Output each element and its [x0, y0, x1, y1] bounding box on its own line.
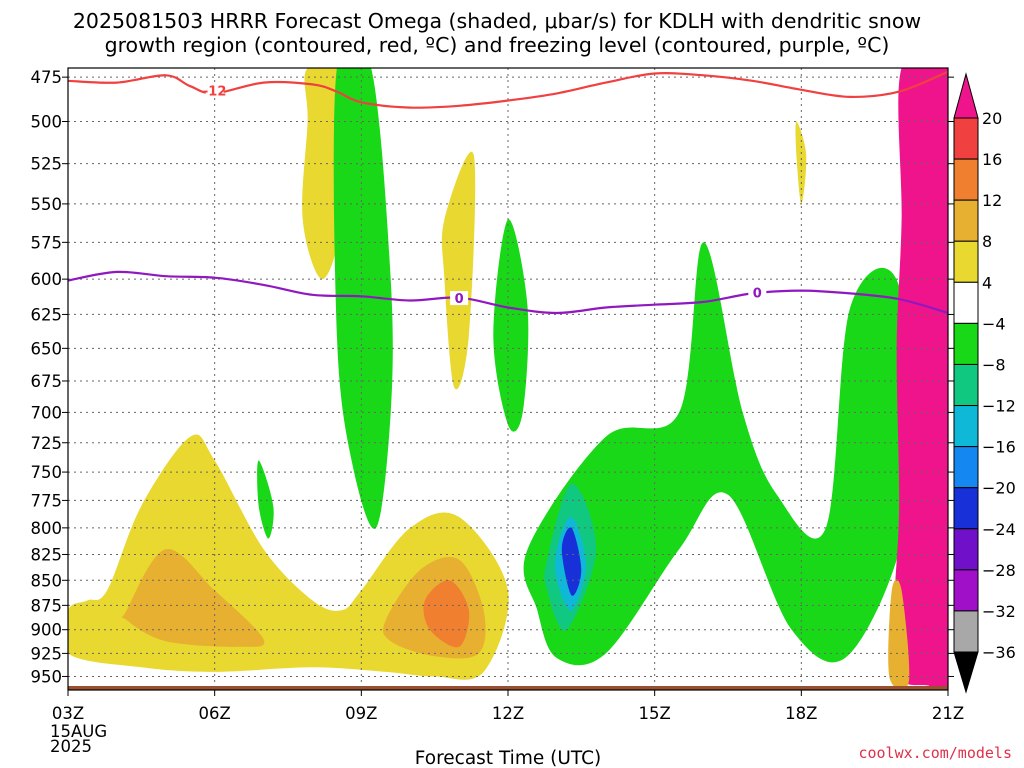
colorbar-label: −24: [982, 520, 1016, 539]
y-tick-label: 650: [31, 339, 63, 358]
colorbar-bin: [953, 610, 979, 653]
colorbar-bin: [953, 446, 979, 489]
y-tick-label: 600: [31, 270, 63, 289]
colorbar-label: −8: [982, 355, 1006, 374]
contour-label-bg: [450, 291, 469, 306]
y-tick-label: 950: [31, 667, 63, 686]
colorbar-label: 16: [982, 150, 1002, 169]
date-label: 2025: [50, 737, 92, 756]
colorbar-label: −32: [982, 602, 1016, 621]
colorbar-label: −4: [982, 314, 1006, 333]
y-tick-label: 825: [31, 545, 63, 564]
colorbar-bin: [953, 487, 979, 530]
colorbar-label: 4: [982, 273, 992, 292]
omega-shaded-region: [333, 68, 393, 529]
y-tick-label: 475: [31, 68, 63, 87]
y-tick-label: 900: [31, 621, 63, 640]
colorbar-bin: [953, 528, 979, 571]
omega-shaded-region: [894, 68, 948, 690]
chart-title-line1: 2025081503 HRRR Forecast Omega (shaded, …: [73, 9, 921, 33]
colorbar: 20 16 12 8 4 −4 −8 −12 −16 −20 −24 −28 −32 −36: [953, 72, 1016, 694]
y-tick-label: 550: [31, 195, 63, 214]
contour-label: 0: [455, 292, 464, 307]
colorbar-bin: [953, 117, 979, 160]
colorbar-label: 20: [982, 109, 1002, 128]
colorbar-bin: [953, 405, 979, 448]
contour-line: [68, 70, 948, 109]
colorbar-label: −36: [982, 643, 1016, 662]
contour-lines: -12 0 0: [68, 70, 948, 315]
y-tick-label: 700: [31, 403, 63, 422]
colorbar-label: −16: [982, 438, 1016, 457]
omega-shaded-region: [493, 219, 529, 432]
omega-shaded-region: [561, 527, 582, 596]
colorbar-label: −12: [982, 397, 1016, 416]
date-label: 15AUG: [50, 722, 107, 741]
x-tick-label: 18Z: [785, 704, 817, 723]
colorbar-bin: [953, 158, 979, 201]
colorbar-bin: [953, 240, 979, 283]
x-tick-label: 06Z: [199, 704, 231, 723]
colorbar-bin: [953, 322, 979, 365]
colorbar-bin: [953, 569, 979, 612]
colorbar-label: −20: [982, 479, 1016, 498]
contour-label: 0: [753, 286, 762, 301]
x-tick-label: 09Z: [345, 704, 377, 723]
y-tick-label: 925: [31, 644, 63, 663]
y-tick-label: 775: [31, 491, 63, 510]
y-tick-label: 850: [31, 571, 63, 590]
colorbar-label: 12: [982, 191, 1002, 210]
chart-title-line2: growth region (contoured, red, ºC) and f…: [105, 33, 890, 57]
contour-label: -12: [203, 85, 227, 100]
colorbar-label: 8: [982, 232, 992, 251]
y-tick-label: 625: [31, 305, 63, 324]
y-tick-label: 875: [31, 596, 63, 615]
omega-shaded-region: [888, 579, 910, 690]
credit-text: coolwx.com/models: [858, 744, 1012, 762]
y-tick-label: 800: [31, 519, 63, 538]
x-tick-label: 21Z: [932, 704, 964, 723]
axes: 475 500 525 550 575 600 625 650 675 700 725 750 775 8…: [31, 67, 964, 756]
y-tick-label: 750: [31, 463, 63, 482]
contour-line: [68, 270, 948, 315]
colorbar-bin: [953, 281, 979, 324]
y-tick-label: 525: [31, 155, 63, 174]
colorbar-top-arrow: [953, 72, 979, 119]
y-tick-label: 725: [31, 434, 63, 453]
omega-shaded-region: [441, 151, 476, 390]
x-axis-label: Forecast Time (UTC): [415, 748, 601, 768]
omega-shaded-region: [795, 121, 807, 204]
grid-lines: [68, 68, 948, 690]
y-tick-label: 675: [31, 372, 63, 391]
shaded-regions: [68, 68, 948, 690]
x-tick-label: 12Z: [492, 704, 524, 723]
y-tick-label: 575: [31, 233, 63, 252]
colorbar-label: −28: [982, 561, 1016, 580]
colorbar-bottom-arrow: [953, 651, 979, 694]
plot-area: -12 0 0: [68, 68, 948, 690]
colorbar-bin: [953, 199, 979, 242]
x-tick-label: 03Z: [52, 704, 84, 723]
y-tick-label: 500: [31, 112, 63, 131]
contour-label-bg: [205, 83, 224, 98]
x-tick-label: 15Z: [639, 704, 671, 723]
omega-shaded-region: [423, 580, 470, 648]
colorbar-bin: [953, 363, 979, 407]
omega-shaded-region: [121, 548, 265, 647]
omega-shaded-region: [257, 460, 274, 539]
omega-shaded-region: [523, 242, 913, 666]
contour-label-bg: [748, 285, 767, 300]
